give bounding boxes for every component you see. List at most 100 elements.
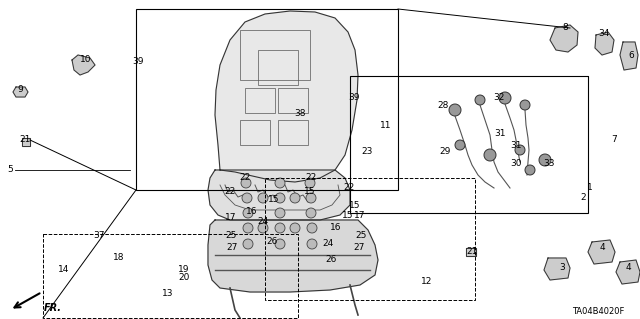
Text: 11: 11 [380, 121, 392, 130]
Polygon shape [208, 220, 378, 292]
Text: 9: 9 [17, 85, 23, 93]
Text: 28: 28 [437, 100, 449, 109]
Text: 22: 22 [344, 182, 355, 191]
Text: 21: 21 [19, 136, 31, 145]
Text: 15: 15 [349, 201, 361, 210]
Circle shape [290, 193, 300, 203]
Polygon shape [616, 260, 640, 284]
Text: 4: 4 [599, 242, 605, 251]
Bar [136, 9, 398, 190]
Text: 16: 16 [246, 206, 258, 216]
Text: 15: 15 [268, 196, 280, 204]
Circle shape [539, 154, 551, 166]
Text: 24: 24 [257, 218, 269, 226]
Text: 19: 19 [179, 264, 189, 273]
Bar [245, 88, 275, 113]
Text: 12: 12 [421, 278, 433, 286]
Circle shape [475, 95, 485, 105]
Circle shape [484, 149, 496, 161]
Polygon shape [620, 42, 638, 70]
Text: 22: 22 [225, 188, 236, 197]
Text: 24: 24 [323, 240, 333, 249]
Text: 27: 27 [353, 243, 365, 253]
Text: 39: 39 [132, 56, 144, 65]
Text: 15: 15 [342, 211, 354, 219]
Text: 26: 26 [266, 238, 278, 247]
Text: 23: 23 [362, 147, 372, 157]
Text: 30: 30 [510, 159, 522, 167]
Bar [265, 178, 475, 300]
Polygon shape [72, 55, 95, 75]
Text: 31: 31 [510, 140, 522, 150]
Text: 8: 8 [562, 23, 568, 32]
Polygon shape [215, 11, 358, 182]
Bar [43, 234, 298, 318]
Text: 17: 17 [355, 211, 365, 219]
Polygon shape [13, 87, 28, 97]
Text: 5: 5 [7, 166, 13, 174]
Text: 15: 15 [304, 188, 316, 197]
Text: 27: 27 [227, 243, 237, 253]
Text: 26: 26 [325, 255, 337, 263]
Polygon shape [588, 240, 615, 264]
Text: 7: 7 [611, 136, 617, 145]
Circle shape [307, 239, 317, 249]
Circle shape [515, 145, 525, 155]
Text: 33: 33 [543, 159, 555, 167]
Text: 20: 20 [179, 273, 189, 283]
Circle shape [275, 193, 285, 203]
Circle shape [306, 193, 316, 203]
Circle shape [525, 165, 535, 175]
Circle shape [243, 223, 253, 233]
Text: 22: 22 [239, 174, 251, 182]
Text: 18: 18 [113, 254, 125, 263]
Circle shape [275, 223, 285, 233]
Circle shape [455, 140, 465, 150]
Circle shape [275, 208, 285, 218]
Circle shape [258, 223, 268, 233]
Bar [278, 88, 308, 113]
Bar [240, 30, 310, 80]
Text: 31: 31 [494, 129, 506, 137]
Text: 4: 4 [625, 263, 631, 272]
Polygon shape [208, 170, 350, 220]
Text: 21: 21 [467, 248, 477, 256]
Text: 2: 2 [580, 194, 586, 203]
Circle shape [258, 193, 268, 203]
Text: 25: 25 [355, 231, 367, 240]
Circle shape [275, 239, 285, 249]
Text: 25: 25 [225, 231, 237, 240]
Circle shape [241, 178, 251, 188]
Text: 1: 1 [587, 183, 593, 192]
Circle shape [243, 239, 253, 249]
Text: FR.: FR. [44, 303, 62, 313]
Text: 34: 34 [598, 28, 610, 38]
Text: 13: 13 [163, 288, 173, 298]
Text: 3: 3 [559, 263, 565, 272]
Polygon shape [595, 32, 614, 55]
Text: 16: 16 [330, 224, 342, 233]
Text: 6: 6 [628, 50, 634, 60]
Text: 14: 14 [58, 264, 70, 273]
Text: 29: 29 [439, 147, 451, 157]
Text: 17: 17 [225, 213, 237, 222]
Circle shape [520, 100, 530, 110]
Text: 38: 38 [294, 109, 306, 118]
Circle shape [307, 223, 317, 233]
Text: TA04B4020F: TA04B4020F [572, 308, 624, 316]
Circle shape [305, 178, 315, 188]
Circle shape [449, 104, 461, 116]
Text: 37: 37 [93, 231, 105, 240]
Circle shape [499, 92, 511, 104]
Bar [350, 76, 588, 213]
Circle shape [275, 178, 285, 188]
Polygon shape [544, 258, 570, 280]
Text: 32: 32 [493, 93, 505, 101]
Circle shape [306, 208, 316, 218]
Polygon shape [466, 248, 476, 256]
Bar [258, 50, 298, 85]
Circle shape [290, 223, 300, 233]
Circle shape [243, 208, 253, 218]
Text: 10: 10 [80, 55, 92, 63]
Polygon shape [22, 138, 30, 146]
